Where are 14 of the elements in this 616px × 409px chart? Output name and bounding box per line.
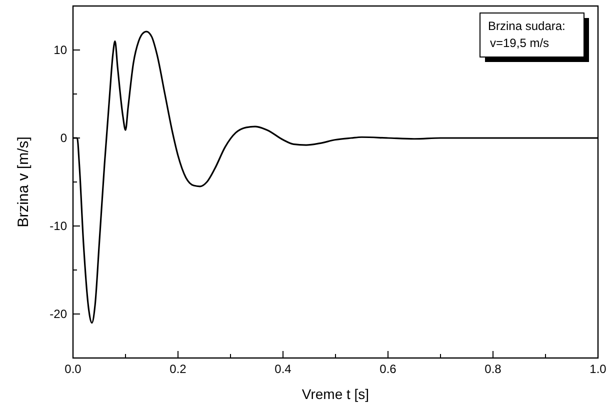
x-tick-label: 0.8 — [484, 362, 502, 376]
y-axis-title: Brzina v [m/s] — [15, 136, 32, 228]
x-tick-label: 0.6 — [380, 362, 397, 376]
annotation: Brzina sudara: — [488, 19, 566, 33]
y-tick-label: -20 — [50, 307, 68, 321]
x-axis-title: Vreme t [s] — [302, 386, 370, 402]
x-tick-label: 0.2 — [170, 362, 187, 376]
x-tick-label: 0.4 — [274, 362, 292, 376]
x-tick-label: 1.0 — [590, 362, 607, 376]
y-tick-label: 10 — [54, 43, 68, 57]
annotation: v=19,5 m/s — [490, 36, 550, 50]
x-tick-label: 0.0 — [64, 362, 82, 376]
y-tick-label: -10 — [50, 219, 68, 233]
y-tick-label: 0 — [60, 131, 68, 145]
